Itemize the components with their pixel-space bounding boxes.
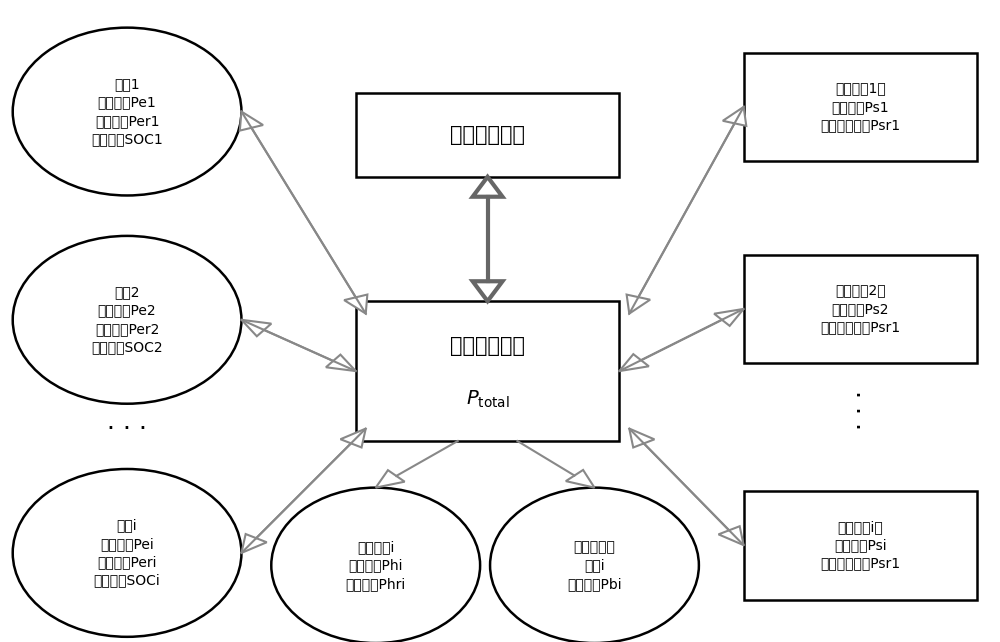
Ellipse shape xyxy=(13,236,241,404)
Text: · · ·: · · · xyxy=(849,390,873,430)
Polygon shape xyxy=(473,177,502,196)
Text: 光伏电站2号
当前有功Ps2
最大输出有功Psr1: 光伏电站2号 当前有功Ps2 最大输出有功Psr1 xyxy=(820,284,901,334)
Polygon shape xyxy=(714,309,744,326)
Text: $P_{\mathrm{total}}$: $P_{\mathrm{total}}$ xyxy=(466,388,509,410)
Polygon shape xyxy=(723,107,746,126)
Text: 储能i
当前有功Pei
额定有功Peri
荷电状态SOCi: 储能i 当前有功Pei 额定有功Peri 荷电状态SOCi xyxy=(94,518,160,587)
Text: 储能2
当前有功Pe2
额定有功Per2
荷电状态SOC2: 储能2 当前有功Pe2 额定有功Per2 荷电状态SOC2 xyxy=(91,285,163,354)
Text: 户用光储i
当前有功Phi
最大有功Phri: 户用光储i 当前有功Phi 最大有功Phri xyxy=(346,540,406,591)
Bar xyxy=(744,490,977,600)
Text: 户用不可控
光伏i
当前有功Pbi: 户用不可控 光伏i 当前有功Pbi xyxy=(567,540,622,591)
Bar xyxy=(356,93,619,177)
Text: 光伏电站i号
当前有功Psi
最大输出有功Psr1: 光伏电站i号 当前有功Psi 最大输出有功Psr1 xyxy=(820,520,901,571)
Polygon shape xyxy=(340,429,366,447)
Bar xyxy=(744,53,977,161)
Polygon shape xyxy=(240,112,263,130)
Text: · · ·: · · · xyxy=(107,417,147,440)
Polygon shape xyxy=(566,470,594,488)
Ellipse shape xyxy=(490,488,699,642)
Polygon shape xyxy=(241,534,267,553)
Ellipse shape xyxy=(13,28,241,195)
Polygon shape xyxy=(629,429,654,447)
Polygon shape xyxy=(619,354,649,371)
Bar xyxy=(356,301,619,441)
Polygon shape xyxy=(376,470,405,488)
Text: 光伏电站1号
当前有功Ps1
最大输出有功Psr1: 光伏电站1号 当前有功Ps1 最大输出有功Psr1 xyxy=(820,82,901,132)
Polygon shape xyxy=(473,281,502,301)
Bar xyxy=(744,254,977,363)
Polygon shape xyxy=(627,295,650,313)
Polygon shape xyxy=(241,320,271,336)
Text: 上级调度功率: 上级调度功率 xyxy=(450,336,525,356)
Polygon shape xyxy=(344,295,367,313)
Polygon shape xyxy=(718,526,744,545)
Ellipse shape xyxy=(271,488,480,642)
Text: 电网调度中心: 电网调度中心 xyxy=(450,125,525,145)
Text: 储能1
当前有功Pe1
额定有功Per1
荷电状态SOC1: 储能1 当前有功Pe1 额定有功Per1 荷电状态SOC1 xyxy=(91,77,163,146)
Polygon shape xyxy=(326,354,356,371)
Ellipse shape xyxy=(13,469,241,637)
